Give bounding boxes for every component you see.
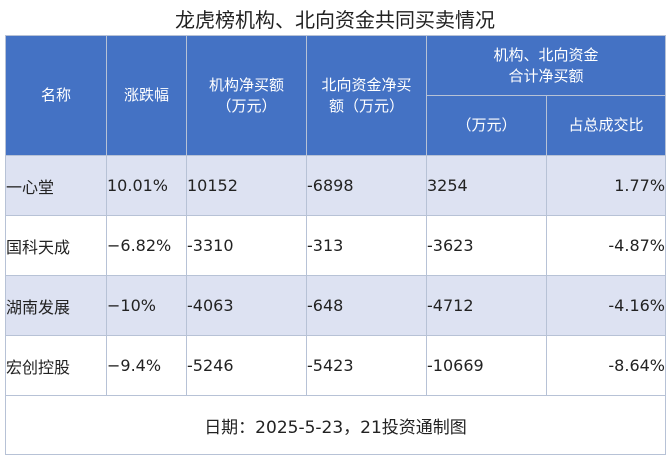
cell-north: -6898 <box>306 155 427 216</box>
cell-name: 国科天成 <box>5 215 107 276</box>
header-combined-line2: 合计净买额 <box>508 66 584 85</box>
table-row: 一心堂 10.01% 10152 -6898 3254 1.77% <box>5 155 667 216</box>
header-north-net: 北向资金净买 额（万元） <box>306 35 427 156</box>
header-inst-net-line1: 机构净买额 <box>208 76 284 95</box>
table-row: 湖南发展 −10% -4063 -648 -4712 -4.16% <box>5 275 667 336</box>
cell-inst: -4063 <box>186 275 307 336</box>
header-name: 名称 <box>5 35 107 156</box>
cell-north: -648 <box>306 275 427 336</box>
trading-table: 名称 涨跌幅 机构净买额 （万元） 北向资金净买 额（万元） 机构、北向资金 合… <box>4 35 667 455</box>
header-inst-net: 机构净买额 （万元） <box>186 35 307 156</box>
header-combined-unit: （万元） <box>426 95 547 156</box>
cell-change: 10.01% <box>106 155 187 216</box>
cell-total: -3623 <box>426 215 547 276</box>
header-share: 占总成交比 <box>545 95 667 156</box>
cell-total: -4712 <box>426 275 547 336</box>
header-inst-net-line2: （万元） <box>216 96 277 115</box>
cell-inst: -3310 <box>186 215 307 276</box>
footer-caption: 日期：2025-5-23，21投资通制图 <box>4 395 667 455</box>
table-row: 国科天成 −6.82% -3310 -313 -3623 -4.87% <box>5 215 667 276</box>
cell-name: 宏创控股 <box>5 335 107 396</box>
cell-total: -10669 <box>426 335 547 396</box>
header-north-net-line1: 北向资金净买 <box>321 76 412 95</box>
cell-inst: -5246 <box>186 335 307 396</box>
cell-share: -4.16% <box>545 275 667 336</box>
cell-north: -5423 <box>306 335 427 396</box>
cell-change: −10% <box>106 275 187 336</box>
cell-share: -8.64% <box>545 335 667 396</box>
header-north-net-line2: 额（万元） <box>328 96 404 115</box>
cell-name: 湖南发展 <box>5 275 107 336</box>
cell-change: −6.82% <box>106 215 187 276</box>
table-row: 宏创控股 −9.4% -5246 -5423 -10669 -8.64% <box>5 335 667 396</box>
cell-share: -4.87% <box>545 215 667 276</box>
header-combined-line1: 机构、北向资金 <box>493 46 599 65</box>
page-title: 龙虎榜机构、北向资金共同买卖情况 <box>175 7 495 32</box>
cell-change: −9.4% <box>106 335 187 396</box>
cell-inst: 10152 <box>186 155 307 216</box>
header-change: 涨跌幅 <box>106 35 187 156</box>
header-combined: 机构、北向资金 合计净买额 <box>425 35 667 96</box>
cell-name: 一心堂 <box>5 155 107 216</box>
cell-north: -313 <box>306 215 427 276</box>
cell-share: 1.77% <box>545 155 667 216</box>
cell-total: 3254 <box>426 155 547 216</box>
